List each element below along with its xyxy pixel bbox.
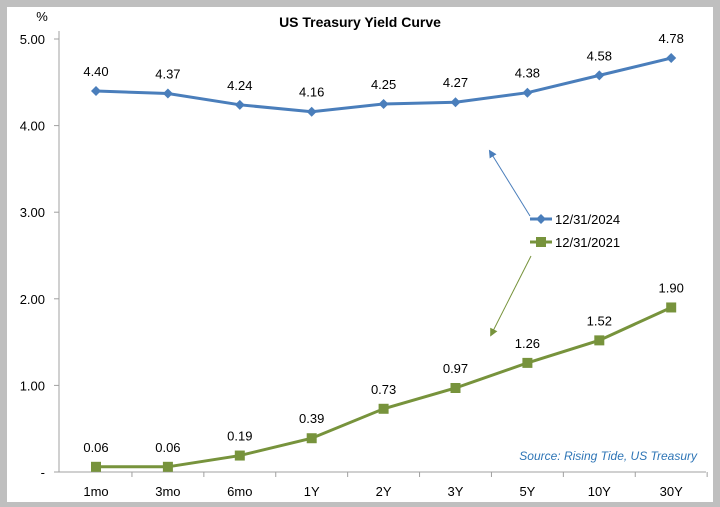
data-point <box>234 450 245 461</box>
y-tick-label: - <box>41 465 45 480</box>
data-label: 0.39 <box>299 411 324 426</box>
y-tick-label: 1.00 <box>20 378 45 393</box>
data-point <box>162 88 173 99</box>
x-tick-label: 3mo <box>155 484 180 499</box>
data-point <box>91 461 101 472</box>
data-point <box>450 97 461 108</box>
legend-marker <box>536 214 546 224</box>
data-point <box>306 106 317 117</box>
data-point <box>594 70 605 81</box>
x-tick-label: 5Y <box>519 484 535 499</box>
y-tick-label: 3.00 <box>20 205 45 220</box>
y-axis-label: % <box>36 9 48 24</box>
data-label: 0.97 <box>443 361 468 376</box>
data-label: 4.38 <box>515 66 540 81</box>
data-label: 4.25 <box>371 77 396 92</box>
y-tick-label: 2.00 <box>20 292 45 307</box>
data-point <box>91 85 101 96</box>
data-label: 0.73 <box>371 382 396 397</box>
chart-title: US Treasury Yield Curve <box>279 14 441 30</box>
data-label: 4.27 <box>443 75 468 90</box>
arrow-2024 <box>488 149 531 217</box>
x-tick-label: 1mo <box>83 484 108 499</box>
y-tick-label: 5.00 <box>20 32 45 47</box>
data-label: 4.58 <box>587 48 612 63</box>
data-point <box>666 53 677 64</box>
data-label: 4.16 <box>299 85 324 100</box>
x-tick-label: 6mo <box>227 484 252 499</box>
legend-label: 12/31/2024 <box>555 212 620 227</box>
legend-label: 12/31/2021 <box>555 235 620 250</box>
x-tick-label: 10Y <box>588 484 611 499</box>
data-point <box>234 99 245 110</box>
data-label: 4.37 <box>155 67 180 82</box>
data-point <box>162 461 173 472</box>
data-point <box>594 335 605 346</box>
x-tick-label: 1Y <box>304 484 320 499</box>
data-label: 4.24 <box>227 78 252 93</box>
data-point <box>378 403 389 414</box>
data-label: 0.06 <box>155 440 180 455</box>
data-point <box>666 302 677 313</box>
arrow-2021 <box>490 255 532 337</box>
data-label: 0.19 <box>227 429 252 444</box>
x-tick-label: 3Y <box>448 484 464 499</box>
data-label: 0.06 <box>83 440 108 455</box>
data-point <box>522 87 533 98</box>
data-label: 1.26 <box>515 336 540 351</box>
data-label: 4.40 <box>83 64 108 79</box>
data-point <box>306 433 317 444</box>
data-label: 4.78 <box>659 31 684 46</box>
legend: 12/31/2024 12/31/2021 <box>530 212 620 250</box>
x-tick-label: 30Y <box>660 484 683 499</box>
data-label: 1.52 <box>587 313 612 328</box>
x-tick-label: 2Y <box>376 484 392 499</box>
data-label: 1.90 <box>659 280 684 295</box>
data-point <box>378 98 389 109</box>
source-annotation: Source: Rising Tide, US Treasury <box>519 449 698 463</box>
data-point <box>450 382 461 393</box>
data-point <box>522 357 533 368</box>
y-tick-label: 4.00 <box>20 119 45 134</box>
legend-marker <box>536 237 546 247</box>
